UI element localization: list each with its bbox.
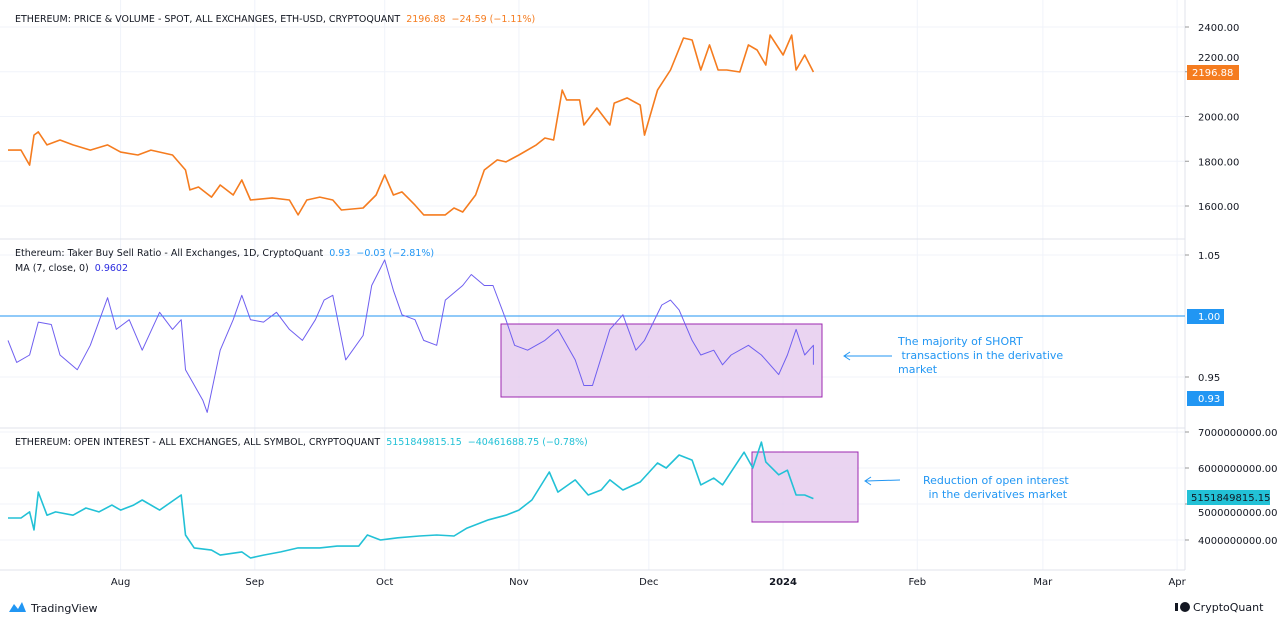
price-badge (1187, 65, 1239, 80)
short-annotation[interactable]: The majority of SHORT transactions in th… (843, 335, 1063, 376)
annotation-text: The majority of SHORT (897, 335, 1023, 348)
ratio-line-badge (1187, 309, 1224, 324)
y-tick-label: 7000000000.00 (1198, 428, 1278, 439)
cryptoquant-logo[interactable]: CryptoQuant (1175, 601, 1264, 614)
series-layer (7, 34, 815, 559)
series-line-0 (8, 34, 815, 216)
x-ticks: Aug Sep Oct Nov Dec 2024 Feb Mar Apr (111, 577, 1187, 588)
cryptoquant-logo-icon (1180, 602, 1190, 612)
y-tick-label: 2400.00 (1198, 23, 1239, 34)
x-tick-label: Mar (1033, 577, 1053, 588)
oi-annotation[interactable]: Reduction of open interest in the deriva… (864, 474, 1069, 501)
tradingview-logo-text: TradingView (30, 602, 97, 615)
arrowhead-icon (864, 476, 872, 486)
ratio-legend: Ethereum: Taker Buy Sell Ratio - All Exc… (15, 248, 434, 259)
annotation-text: market (898, 363, 938, 376)
y-ticks: 2400.00 2200.00 2000.00 1800.00 1600.00 1.05 0… (1185, 23, 1278, 547)
ratio-badge (1187, 391, 1224, 406)
annotation-text: Reduction of open interest (923, 474, 1069, 487)
arrow-left-icon (865, 479, 901, 482)
x-tick-label: Sep (245, 577, 264, 588)
y-tick-label: 1600.00 (1198, 202, 1239, 213)
oi-legend: ETHEREUM: OPEN INTEREST - ALL EXCHANGES,… (15, 437, 588, 448)
grid (0, 0, 1185, 570)
x-tick-label: Nov (509, 577, 529, 588)
y-tick-label: 1800.00 (1198, 157, 1239, 168)
oi-annotation-box[interactable] (751, 451, 859, 523)
annotation-text: transactions in the derivative (898, 349, 1063, 362)
arrowhead-icon (843, 351, 851, 361)
series-line-1 (7, 259, 814, 413)
short-annotation-box[interactable] (500, 323, 823, 398)
oi-badge (1187, 490, 1270, 505)
price-legend: ETHEREUM: PRICE & VOLUME - SPOT, ALL EXC… (15, 14, 535, 25)
x-tick-label: Dec (639, 577, 658, 588)
y-tick-label: 2200.00 (1198, 53, 1239, 64)
ma-legend: MA (7, close, 0) 0.9602 (15, 263, 128, 274)
y-tick-label: 4000000000.00 (1198, 536, 1278, 547)
tradingview-logo-icon (9, 602, 26, 612)
y-tick-label: 5000000000.00 (1198, 508, 1278, 519)
annotation-text: in the derivatives market (925, 488, 1068, 501)
y-tick-label: 0.95 (1198, 373, 1220, 384)
series-line-2 (8, 441, 814, 559)
y-tick-label: 2000.00 (1198, 113, 1239, 124)
cryptoquant-logo-mark (1175, 603, 1178, 611)
y-tick-label: 6000000000.00 (1198, 464, 1278, 475)
x-tick-label: Apr (1168, 577, 1186, 588)
x-tick-label: Feb (908, 577, 926, 588)
price-badge-text: 2196.88 (1192, 68, 1233, 79)
ratio-badge-text: 0.93 (1198, 394, 1220, 405)
oi-badge-text: 5151849815.15 (1191, 493, 1271, 504)
x-tick-label: Oct (376, 577, 393, 588)
y-tick-label: 1.05 (1198, 251, 1220, 262)
cryptoquant-logo-text: CryptoQuant (1193, 601, 1264, 614)
x-tick-label: 2024 (769, 577, 797, 588)
ratio-line-badge-text: 1.00 (1198, 312, 1220, 323)
tradingview-logo[interactable]: TradingView (9, 602, 97, 615)
x-tick-label: Aug (111, 577, 131, 588)
